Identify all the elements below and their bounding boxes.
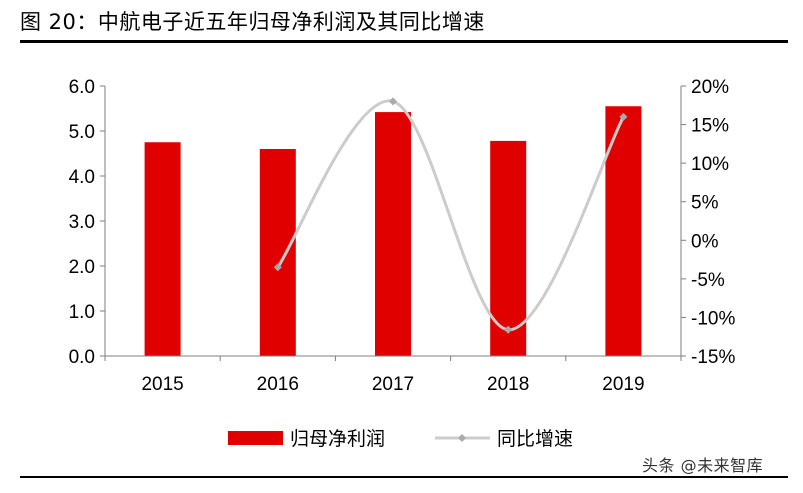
growth-line xyxy=(276,99,625,332)
y-left-tick-label: 1.0 xyxy=(69,302,95,323)
legend-swatch-bar xyxy=(228,431,283,445)
growth-point-2016 xyxy=(273,263,282,272)
bar-2015 xyxy=(144,142,181,356)
y-right-tick-label: 20% xyxy=(691,77,729,98)
growth-point-2018 xyxy=(504,325,513,334)
line-group xyxy=(273,97,628,334)
growth-point-2019 xyxy=(619,112,628,121)
bar-2018 xyxy=(490,140,527,356)
bottom-rule xyxy=(20,476,788,478)
title-rule xyxy=(20,40,788,43)
y-left-tick-label: 4.0 xyxy=(69,167,95,188)
x-tick-label-2017: 2017 xyxy=(372,374,414,395)
growth-point-2017 xyxy=(389,97,397,106)
y-left-tick-label: 0.0 xyxy=(69,347,95,368)
y-left-tick-label: 2.0 xyxy=(69,257,95,278)
bar-2017 xyxy=(375,112,411,356)
x-tick-label-2015: 2015 xyxy=(141,374,183,395)
watermark-text: 头条 @未来智库 xyxy=(642,456,764,475)
legend-label-line: 同比增速 xyxy=(497,428,573,450)
y-right-tick-label: 0% xyxy=(691,231,719,252)
x-tick-label-2019: 2019 xyxy=(602,374,644,395)
y-right-tick-label: 15% xyxy=(691,116,729,137)
y-right-tick-label: -10% xyxy=(691,308,735,329)
x-tick-label-2018: 2018 xyxy=(487,374,529,395)
y-right-tick-label: -5% xyxy=(691,270,725,291)
y-right-tick-label: 10% xyxy=(691,154,729,175)
y-left-tick-label: 6.0 xyxy=(69,77,95,98)
legend-label-bar: 归母净利润 xyxy=(290,428,385,450)
tick-labels: 0.0 1.0 2.0 3.0 4.0 5.0 6.0 -15% -10% -5% 0% 5% 10% 1… xyxy=(69,77,736,395)
y-left-tick-label: 5.0 xyxy=(69,122,95,143)
legend: 归母净利润 同比增速 xyxy=(228,428,573,450)
bar-2016 xyxy=(259,149,296,356)
figure-title: 图 20：中航电子近五年归母净利润及其同比增速 xyxy=(20,10,485,34)
y-right-tick-label: 5% xyxy=(691,193,719,214)
y-left-tick-label: 3.0 xyxy=(69,212,95,233)
x-tick-label-2016: 2016 xyxy=(257,374,299,395)
y-right-tick-label: -15% xyxy=(691,347,735,368)
legend-marker-line xyxy=(458,434,466,442)
axes-group xyxy=(100,85,686,361)
bar-group xyxy=(144,106,642,356)
